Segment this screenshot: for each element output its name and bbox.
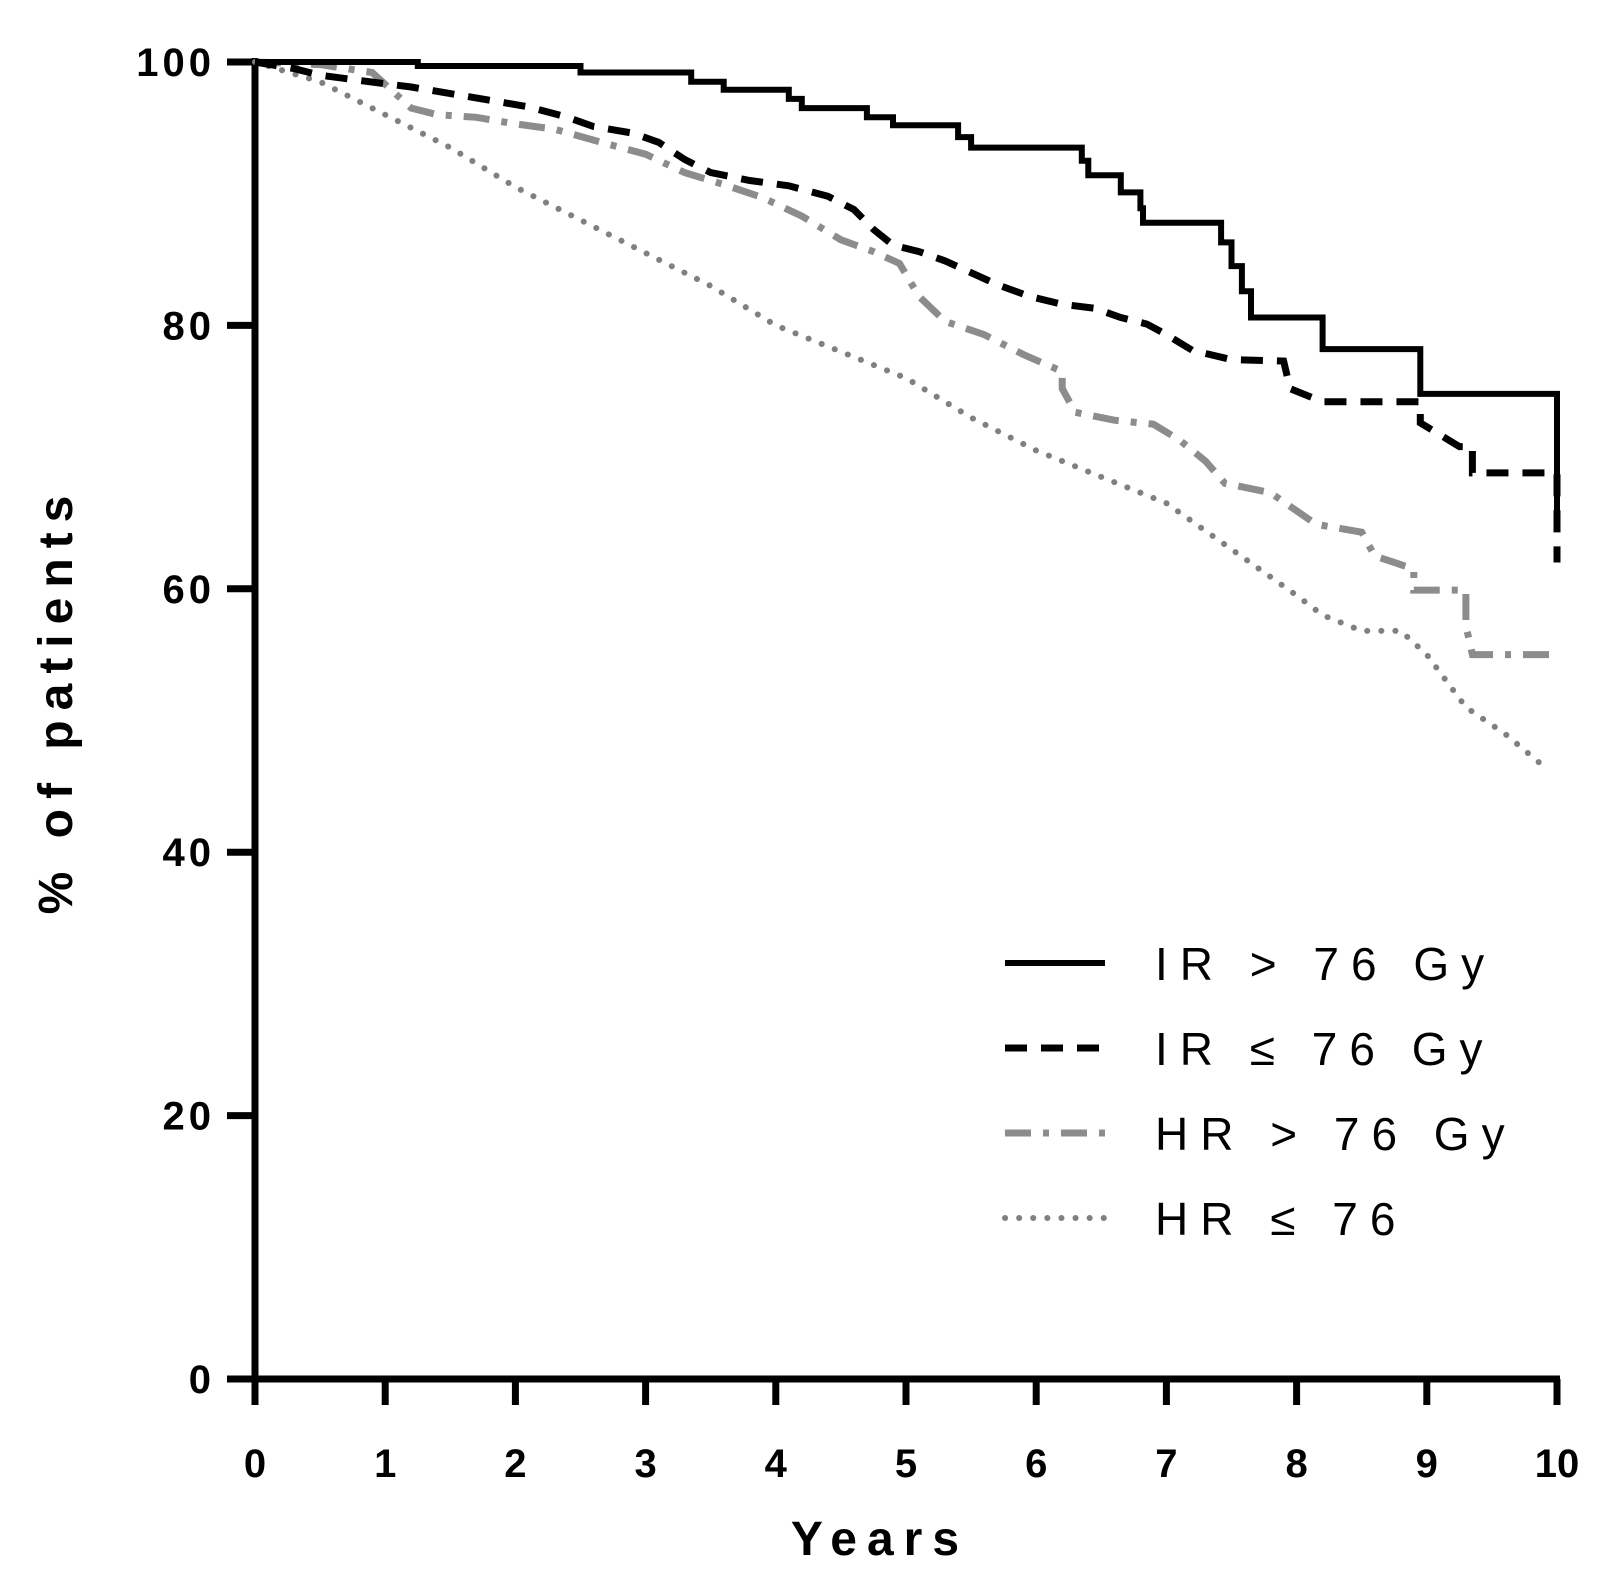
series-line-hr_gt: [254, 58, 1557, 659]
y-axis-title: % of patients: [30, 486, 83, 915]
x-tick-label: 1: [374, 1442, 396, 1486]
series-layer: [252, 58, 1561, 770]
x-tick-label: 2: [504, 1442, 526, 1486]
x-tick-label: 7: [1155, 1442, 1177, 1486]
x-tick-label: 8: [1285, 1442, 1307, 1486]
series-line-ir_le: [254, 58, 1561, 563]
legend-label-hr_gt: HR > 76 Gy: [1155, 1108, 1517, 1160]
series-line-hr_le: [252, 59, 1547, 770]
legend-label-ir_gt: IR > 76 Gy: [1155, 938, 1496, 990]
y-tick-label: 80: [163, 304, 216, 348]
series-line-ir_gt: [255, 59, 1560, 523]
x-tick-label: 9: [1416, 1442, 1438, 1486]
y-tick-label: 0: [189, 1358, 215, 1402]
x-axis-title: Years: [791, 1513, 969, 1566]
legend-label-ir_le: IR ≤ 76 Gy: [1155, 1023, 1495, 1075]
x-tick-label: 0: [244, 1442, 266, 1486]
x-tick-label: 6: [1025, 1442, 1047, 1486]
y-tick-label: 40: [163, 831, 216, 875]
y-tick-label: 20: [163, 1095, 216, 1139]
x-tick-label: 4: [765, 1442, 788, 1486]
x-tick-label: 10: [1535, 1442, 1580, 1486]
x-tick-label: 3: [634, 1442, 656, 1486]
x-tick-label: 5: [895, 1442, 917, 1486]
legend: IR > 76 Gy IR ≤ 76 Gy HR > 76 Gy HR ≤ 76: [1002, 938, 1517, 1245]
legend-label-hr_le: HR ≤ 76: [1155, 1193, 1407, 1245]
y-tick-label: 100: [136, 41, 215, 85]
axes: [227, 58, 1561, 1405]
y-tick-label: 60: [163, 568, 216, 612]
